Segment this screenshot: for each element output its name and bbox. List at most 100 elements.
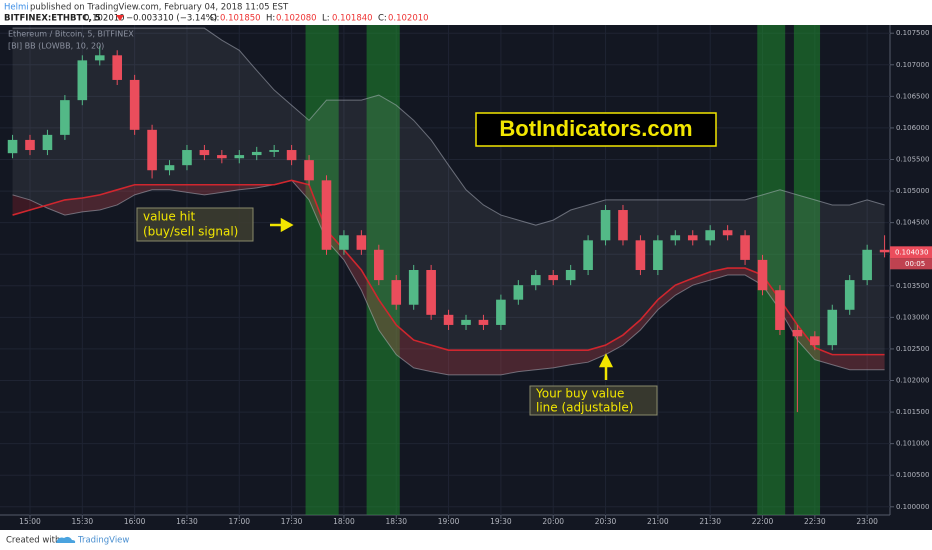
plot — [7, 25, 890, 515]
x-tick-label: 17:30 — [281, 517, 303, 526]
candle-body — [7, 139, 18, 154]
countdown-label: 00:05 — [905, 260, 925, 268]
candle-body — [600, 210, 611, 241]
candle-body — [705, 230, 715, 241]
candle-body — [513, 285, 524, 300]
candle-body — [304, 160, 314, 181]
brand-box — [475, 112, 717, 147]
candle-body — [583, 240, 593, 270]
candle-body — [147, 129, 157, 171]
candle-body — [844, 280, 855, 310]
candle-body — [77, 60, 88, 101]
down-arrow — [116, 15, 124, 21]
buy-line-text: Your buy value — [535, 387, 624, 401]
candle-body — [775, 290, 785, 330]
candle-body — [356, 235, 367, 250]
y-tick-label: 0.105000 — [896, 187, 929, 195]
buy-zone-fill — [12, 180, 885, 375]
x-tick-label: 15:30 — [72, 517, 94, 526]
candle-body — [339, 235, 349, 250]
candle-body — [722, 230, 733, 236]
ohlc: O: 0.101850 H: 0.102080 L: 0.101840 C: 0.102010 — [210, 14, 429, 24]
candle-body — [443, 314, 454, 325]
y-tick-label: 0.105500 — [896, 155, 929, 163]
y-tick-label: 0.103500 — [896, 282, 929, 290]
candle-body — [42, 134, 53, 151]
x-tick-label: 20:30 — [595, 517, 617, 526]
candle-body — [548, 275, 559, 281]
arrow — [270, 217, 294, 233]
tv-logo — [56, 536, 76, 543]
buy-line-text: line (adjustable) — [536, 401, 633, 415]
x-tick-label: 22:00 — [752, 517, 774, 526]
candle-body — [810, 336, 820, 346]
y-tick-label: 0.104500 — [896, 219, 929, 227]
y-tick-label: 0.106000 — [896, 124, 929, 132]
candle-body — [199, 150, 210, 156]
candle-body — [25, 139, 35, 151]
signal-zone — [305, 25, 339, 515]
y-tick-label: 0.103000 — [896, 313, 929, 321]
ohlc-value: 0.102010 — [388, 14, 429, 24]
signal-zone — [793, 25, 821, 515]
symbol: BITFINEX:ETHBTC, 5 — [4, 14, 101, 24]
candle-body — [112, 55, 122, 80]
ohlc-label: C: — [378, 14, 387, 24]
candle-body — [374, 249, 384, 281]
ohlc-label: O: — [210, 14, 219, 24]
publisher[interactable]: Helmi — [4, 3, 29, 13]
ohlc-value: 0.101840 — [332, 14, 373, 24]
axes: 0.100000 0.100500 0.101000 0.101500 0.102000… — [19, 29, 932, 526]
legend-indicator: [BI] BB (LOWBB, 10, 20) — [8, 42, 104, 51]
x-tick-label: 19:30 — [490, 517, 512, 526]
candle-body — [618, 210, 628, 241]
candle-body — [234, 155, 245, 159]
candle-body — [391, 280, 402, 305]
x-tick-label: 20:00 — [542, 517, 564, 526]
countdown-tag — [890, 258, 932, 270]
price: 0.102010 — [84, 14, 125, 24]
candle-body — [879, 249, 890, 253]
y-tick-label: 0.101500 — [896, 408, 929, 416]
y-tick-label: 0.107500 — [896, 29, 929, 37]
x-tick-label: 22:30 — [804, 517, 826, 526]
y-tick-label: 0.107000 — [896, 61, 929, 69]
y-tick-label: 0.100000 — [896, 503, 929, 511]
upper-band — [12, 27, 885, 226]
ohlc-label: H: — [266, 14, 275, 24]
header-bg — [0, 0, 932, 25]
lower-band — [12, 179, 885, 376]
candle-body — [670, 235, 681, 241]
candle-body — [478, 319, 489, 325]
legend-symbol: Ethereum / Bitcoin, 5, BITFINEX — [8, 30, 134, 39]
brand: BotIndicators.com — [499, 116, 692, 141]
candle-body — [827, 309, 838, 346]
candle-body — [182, 150, 192, 166]
x-tick-label: 18:30 — [385, 517, 407, 526]
price-tag — [890, 246, 932, 259]
signal-text: (buy/sell signal) — [143, 225, 238, 239]
candle-body — [687, 235, 698, 241]
buy-line-box — [529, 385, 658, 416]
published: published on TradingView.com, February 0… — [30, 3, 289, 13]
price-tag-label: 0.104030 — [895, 248, 928, 256]
candle-body — [129, 79, 140, 130]
candle-body — [164, 165, 175, 171]
x-tick-label: 18:00 — [333, 517, 355, 526]
candle-body — [408, 270, 419, 305]
candle-body — [251, 151, 262, 156]
x-tick-label: 21:30 — [699, 517, 721, 526]
y-tick-label: 0.102000 — [896, 377, 929, 385]
band-fill — [12, 28, 885, 375]
ohlc-label: L: — [322, 14, 330, 24]
change: −0.003310 (−3.14%) — [126, 14, 217, 24]
y-tick-label: 0.100500 — [896, 471, 929, 479]
arrow — [598, 353, 614, 380]
ohlc-value: 0.101850 — [220, 14, 261, 24]
candle-body — [757, 259, 768, 291]
x-tick-label: 16:30 — [176, 517, 198, 526]
footer-brand[interactable]: TradingView — [77, 536, 129, 546]
footer-created: Created with — [6, 536, 60, 546]
y-tick-label: 0.101000 — [896, 440, 929, 448]
candle-body — [792, 329, 803, 337]
